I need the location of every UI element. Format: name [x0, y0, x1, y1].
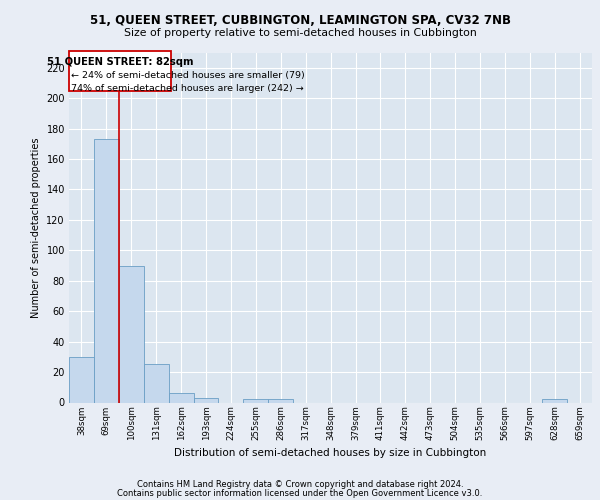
X-axis label: Distribution of semi-detached houses by size in Cubbington: Distribution of semi-detached houses by … [175, 448, 487, 458]
Text: Size of property relative to semi-detached houses in Cubbington: Size of property relative to semi-detach… [124, 28, 476, 38]
Y-axis label: Number of semi-detached properties: Number of semi-detached properties [31, 137, 41, 318]
Bar [144, 364, 169, 403]
Bar [69, 357, 94, 403]
Bar [169, 394, 194, 402]
Bar [244, 400, 268, 402]
Text: 51 QUEEN STREET: 82sqm: 51 QUEEN STREET: 82sqm [47, 57, 193, 67]
Bar [119, 266, 144, 402]
FancyBboxPatch shape [69, 51, 171, 90]
Text: Contains HM Land Registry data © Crown copyright and database right 2024.: Contains HM Land Registry data © Crown c… [137, 480, 463, 489]
Bar [542, 400, 567, 402]
Text: Contains public sector information licensed under the Open Government Licence v3: Contains public sector information licen… [118, 488, 482, 498]
Text: 74% of semi-detached houses are larger (242) →: 74% of semi-detached houses are larger (… [71, 84, 304, 94]
Text: 51, QUEEN STREET, CUBBINGTON, LEAMINGTON SPA, CV32 7NB: 51, QUEEN STREET, CUBBINGTON, LEAMINGTON… [89, 14, 511, 27]
Bar [268, 400, 293, 402]
Bar [94, 139, 119, 402]
Bar [194, 398, 218, 402]
Text: ← 24% of semi-detached houses are smaller (79): ← 24% of semi-detached houses are smalle… [71, 71, 305, 80]
